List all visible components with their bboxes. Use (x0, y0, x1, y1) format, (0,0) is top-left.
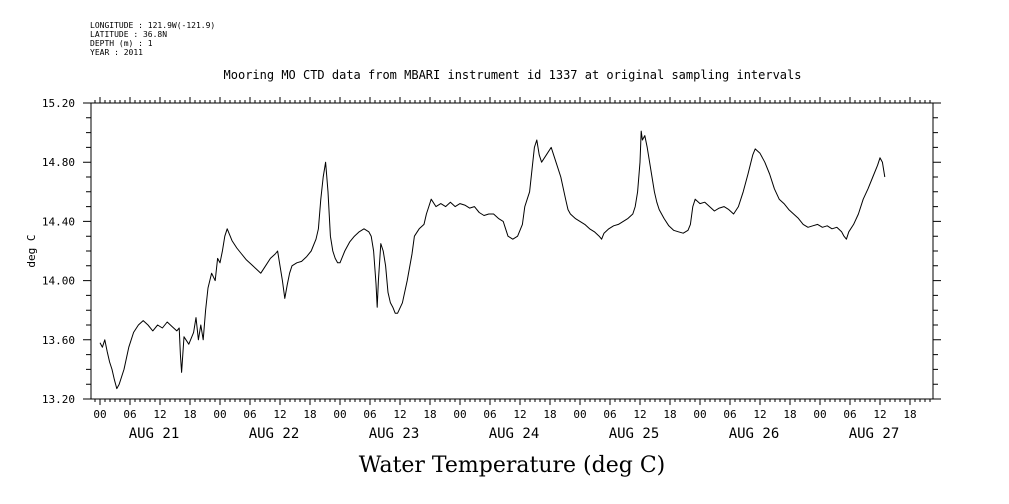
y-tick-label: 13.60 (42, 334, 75, 347)
longitude-text: LONGITUDE : 121.9W(-121.9) (90, 21, 216, 30)
x-hour-label: 12 (393, 408, 406, 421)
chart-subtitle-text: Mooring MO CTD data from MBARI instrumen… (223, 68, 802, 82)
y-tick-label: 13.20 (42, 393, 75, 406)
x-hour-label: 00 (813, 408, 826, 421)
x-hour-label: 06 (723, 408, 736, 421)
x-day-label: AUG 26 (729, 426, 780, 442)
y-tick-label: 14.40 (42, 215, 75, 228)
x-day-label: AUG 21 (129, 426, 180, 442)
x-hour-label: 12 (753, 408, 766, 421)
x-hour-label: 12 (873, 408, 886, 421)
x-hour-label: 12 (633, 408, 646, 421)
y-axis-label: deg C (25, 234, 38, 267)
x-hour-label: 06 (843, 408, 856, 421)
x-hour-label: 18 (423, 408, 436, 421)
y-tick-label: 14.80 (42, 156, 75, 169)
x-hour-label: 18 (303, 408, 316, 421)
y-axis-ticks (83, 102, 941, 400)
x-hour-label: 06 (123, 408, 136, 421)
metadata-block: LONGITUDE : 121.9W(-121.9) LATITUDE : 36… (90, 21, 215, 57)
x-day-label: AUG 23 (369, 426, 420, 442)
x-hour-label: 00 (93, 408, 106, 421)
y-tick-label: 14.00 (42, 275, 75, 288)
x-hour-label: 00 (573, 408, 586, 421)
x-day-label: AUG 25 (609, 426, 660, 442)
x-day-label: AUG 24 (489, 426, 540, 442)
x-hour-label: 06 (363, 408, 376, 421)
y-tick-label: 15.20 (42, 97, 75, 110)
latitude-text: LATITUDE : 36.8N (90, 30, 168, 39)
depth-text: DEPTH (m) : 1 (90, 39, 153, 48)
year-text: YEAR : 2011 (90, 48, 143, 57)
x-hour-label: 06 (483, 408, 496, 421)
x-hour-label: 06 (243, 408, 256, 421)
plot-frame (90, 102, 934, 400)
x-hour-label: 18 (663, 408, 676, 421)
x-hour-label: 00 (333, 408, 346, 421)
chart-subtitle: Mooring MO CTD data from MBARI instrumen… (0, 68, 1009, 82)
x-hour-label: 18 (543, 408, 556, 421)
temperature-series-line (99, 130, 886, 390)
x-hour-label: 00 (453, 408, 466, 421)
chart-title: Water Temperature (deg C) (358, 453, 666, 478)
x-hour-label: 00 (213, 408, 226, 421)
x-day-label: AUG 22 (249, 426, 300, 442)
x-hour-label: 18 (903, 408, 916, 421)
x-axis-ticks (94, 97, 931, 405)
x-hour-label: 12 (273, 408, 286, 421)
x-hour-label: 12 (513, 408, 526, 421)
x-hour-label: 18 (183, 408, 196, 421)
x-hour-label: 12 (153, 408, 166, 421)
x-hour-label: 06 (603, 408, 616, 421)
x-day-label: AUG 27 (849, 426, 900, 442)
x-hour-label: 18 (783, 408, 796, 421)
x-hour-label: 00 (693, 408, 706, 421)
